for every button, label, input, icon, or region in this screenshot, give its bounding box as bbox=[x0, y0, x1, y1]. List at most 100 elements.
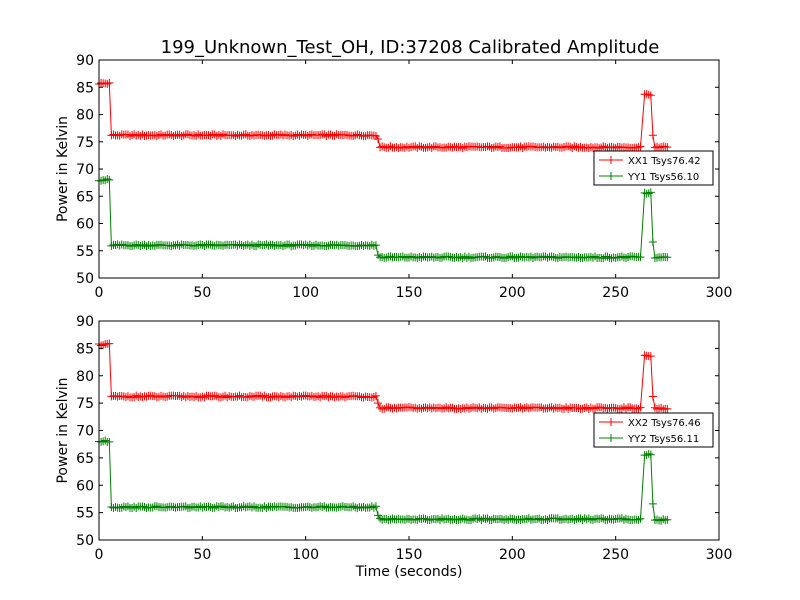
data-point-marker bbox=[405, 143, 413, 152]
data-point-marker bbox=[132, 503, 141, 512]
data-point-marker bbox=[380, 404, 389, 413]
data-point-marker bbox=[454, 253, 463, 262]
data-point-marker bbox=[603, 404, 612, 413]
data-point-marker bbox=[419, 514, 428, 523]
data-point-marker bbox=[516, 515, 525, 524]
data-point-marker bbox=[349, 131, 358, 140]
data-point-marker bbox=[241, 241, 250, 250]
data-point-marker bbox=[493, 142, 502, 151]
x-tick-label: 100 bbox=[292, 285, 319, 301]
data-point-marker bbox=[622, 514, 630, 523]
data-point-marker bbox=[101, 436, 110, 445]
data-point-marker bbox=[250, 502, 258, 511]
data-point-marker bbox=[105, 78, 114, 87]
data-point-marker bbox=[564, 404, 573, 413]
legend-label: YY2 Tsys56.11 bbox=[627, 434, 699, 445]
data-point-marker bbox=[572, 515, 581, 524]
series-xx2 bbox=[95, 339, 672, 414]
data-point-marker bbox=[537, 253, 546, 262]
data-point-marker bbox=[183, 130, 192, 139]
data-point-marker bbox=[626, 403, 635, 412]
data-point-marker bbox=[154, 130, 163, 139]
data-point-marker bbox=[622, 253, 630, 262]
chart-panel-2: 0 50 100 150 200 250 300505560657075808590Powe… bbox=[55, 314, 732, 580]
data-point-marker bbox=[504, 253, 513, 262]
data-point-marker bbox=[105, 437, 114, 446]
data-point-marker bbox=[150, 241, 159, 250]
series-xx1 bbox=[95, 78, 672, 153]
data-point-marker bbox=[495, 253, 504, 262]
data-point-marker bbox=[663, 253, 672, 262]
data-point-marker bbox=[219, 392, 227, 401]
y-tick-label: 50 bbox=[76, 533, 94, 549]
data-point-marker bbox=[268, 131, 277, 140]
chart-panel-1: 0 50 100 150 200 250 300505560657075808590Powe… bbox=[55, 53, 732, 301]
data-point-marker bbox=[648, 499, 657, 508]
data-point-marker bbox=[384, 403, 393, 412]
data-point-marker bbox=[578, 516, 587, 525]
data-point-marker bbox=[433, 514, 442, 523]
data-point-marker bbox=[570, 516, 579, 524]
legend-entry: XX1 Tsys76.42 bbox=[599, 156, 701, 167]
data-point-marker bbox=[128, 242, 137, 251]
data-point-marker bbox=[646, 352, 655, 361]
data-point-marker bbox=[436, 403, 444, 412]
data-point-marker bbox=[169, 132, 178, 141]
data-point-marker bbox=[266, 393, 275, 402]
data-point-marker bbox=[353, 130, 362, 139]
data-point-marker bbox=[177, 131, 186, 140]
x-tick-label: 250 bbox=[602, 285, 629, 301]
legend-entry: XX2 Tsys76.46 bbox=[599, 418, 701, 429]
data-point-marker bbox=[161, 131, 170, 140]
legend-label: XX1 Tsys76.42 bbox=[628, 156, 701, 167]
data-point-marker bbox=[557, 143, 566, 152]
legend-entry: YY2 Tsys56.11 bbox=[599, 434, 699, 445]
data-point-marker bbox=[353, 504, 362, 513]
data-point-marker bbox=[407, 143, 416, 152]
data-point-marker bbox=[235, 391, 244, 400]
data-point-marker bbox=[657, 516, 666, 525]
data-point-marker bbox=[549, 404, 558, 413]
legend-box bbox=[593, 412, 714, 448]
data-point-marker bbox=[99, 341, 108, 350]
data-point-marker bbox=[653, 515, 661, 524]
data-point-marker bbox=[487, 515, 496, 524]
data-point-marker bbox=[588, 515, 597, 524]
y-tick-label: 75 bbox=[76, 135, 94, 151]
legend-label: XX2 Tsys76.46 bbox=[628, 418, 701, 429]
data-point-marker bbox=[663, 404, 672, 413]
data-point-marker bbox=[413, 515, 422, 524]
data-point-marker bbox=[252, 242, 261, 251]
data-point-marker bbox=[644, 449, 653, 458]
data-point-marker bbox=[340, 393, 349, 402]
legend: XX1 Tsys76.42 YY1 Tsys56.10 bbox=[593, 150, 714, 186]
data-point-marker bbox=[371, 502, 380, 511]
data-point-marker bbox=[644, 189, 653, 198]
data-point-marker bbox=[648, 131, 657, 140]
data-point-marker bbox=[303, 132, 312, 141]
data-point-marker bbox=[338, 502, 347, 511]
data-point-marker bbox=[334, 392, 343, 401]
data-point-marker bbox=[609, 515, 618, 524]
data-point-marker bbox=[117, 503, 126, 512]
y-tick-label: 80 bbox=[76, 369, 94, 385]
data-point-marker bbox=[167, 502, 176, 511]
legend: XX2 Tsys76.46 YY2 Tsys56.11 bbox=[593, 412, 714, 448]
data-point-marker bbox=[371, 391, 380, 400]
y-tick-label: 75 bbox=[76, 396, 94, 412]
y-tick-label: 90 bbox=[76, 53, 94, 69]
data-point-marker bbox=[508, 404, 517, 413]
x-tick-label: 0 bbox=[95, 285, 104, 301]
y-tick-label: 60 bbox=[76, 217, 94, 233]
y-tick-label: 60 bbox=[76, 478, 94, 494]
data-point-marker bbox=[132, 391, 141, 400]
y-axis-label: Power in Kelvin bbox=[55, 116, 71, 222]
data-point-marker bbox=[214, 503, 223, 511]
data-point-marker bbox=[636, 142, 645, 151]
x-tick-label: 50 bbox=[193, 285, 211, 301]
data-point-marker bbox=[584, 514, 593, 523]
data-point-marker bbox=[537, 403, 546, 412]
data-point-marker bbox=[659, 515, 668, 524]
data-point-marker bbox=[361, 392, 370, 401]
